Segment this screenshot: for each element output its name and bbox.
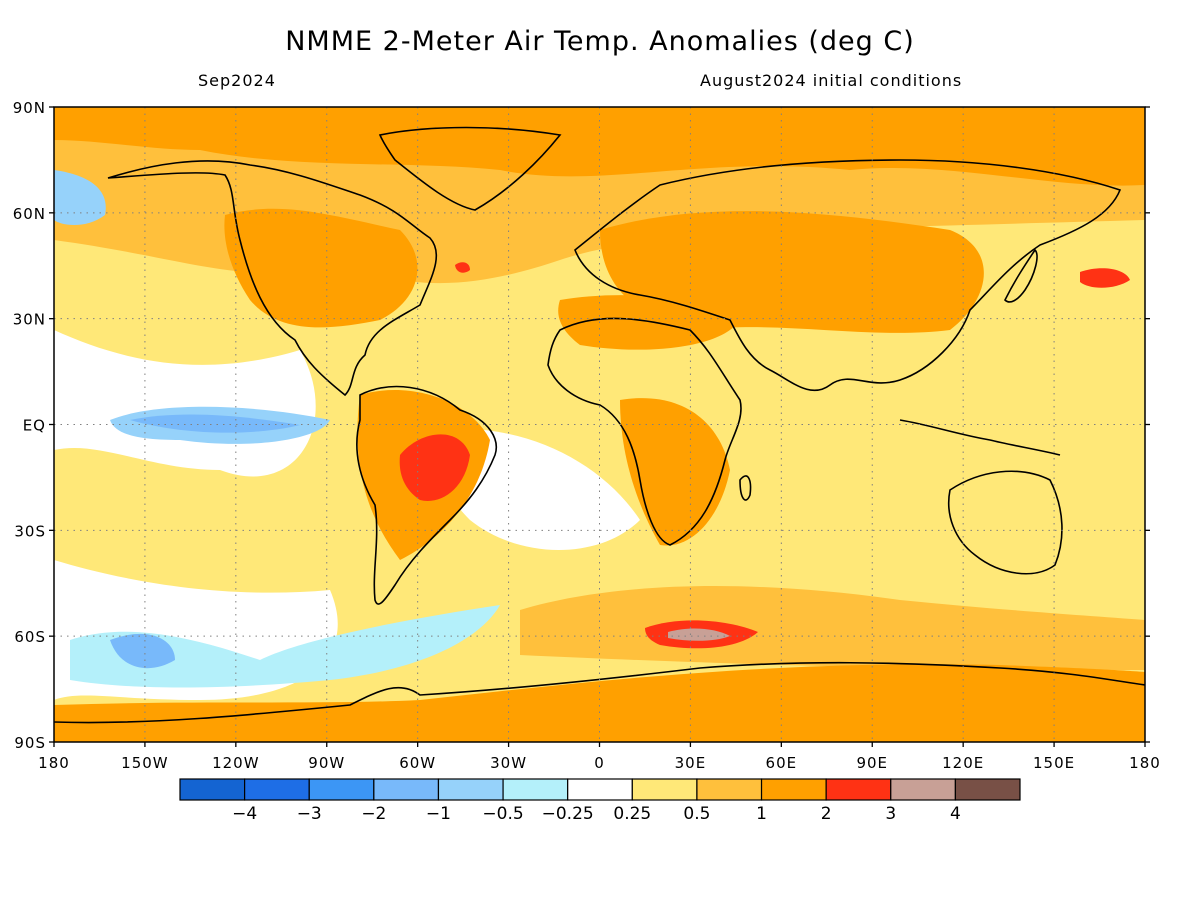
lon-label: 60W: [399, 754, 436, 772]
lon-label: 120E: [942, 754, 984, 772]
colorbar-tick-label: −2: [361, 804, 386, 824]
colorbar-swatch: [373, 778, 440, 801]
colorbar-swatch: [502, 778, 569, 801]
colorbar-swatch: [890, 778, 956, 801]
colorbar-swatch: [244, 778, 310, 801]
coastline-eurasia: [574, 159, 1122, 392]
lat-label: 30S: [14, 522, 46, 540]
colorbar-tick-label: 0.25: [613, 804, 651, 824]
lon-label: 0: [594, 754, 605, 772]
longitude-labels: 180 150W 120W 90W 60W 30W 0 30E 60E 90E 120E 150E 18…: [38, 754, 1161, 772]
colorbar-swatch: [567, 778, 633, 801]
lat-label: 60S: [14, 628, 46, 646]
colorbar-swatch: [631, 778, 698, 801]
lon-label: 90W: [308, 754, 345, 772]
lat-label: 30N: [13, 311, 46, 329]
latitude-labels: 90N 60N 30N EQ 30S 60S 90S: [13, 99, 46, 752]
colorbar-tick-label: 1: [756, 804, 767, 824]
colorbar-tick-label: 0.5: [683, 804, 710, 824]
coastline-south-america: [356, 385, 497, 605]
colorbar: [179, 778, 1021, 801]
colorbar-swatch: [760, 778, 827, 801]
colorbar-swatch: [696, 778, 763, 801]
colorbar-swatch: [437, 778, 504, 801]
colorbar-labels: −4 −3 −2 −1 −0.5 −0.25 0.25 0.5 1 2 3 4: [232, 804, 961, 824]
coastline-greenland: [378, 126, 562, 211]
colorbar-tick-label: −1: [426, 804, 451, 824]
colorbar-swatch: [954, 778, 1021, 801]
lon-label: 150W: [121, 754, 168, 772]
colorbar-swatch: [825, 778, 892, 801]
lon-label: 180: [38, 754, 70, 772]
colorbar-tick-label: −4: [232, 804, 257, 824]
coastline-japan: [1004, 248, 1038, 303]
colorbar-tick-label: −0.5: [482, 804, 523, 824]
coastline-africa: [547, 317, 742, 546]
colorbar-tick-label: −3: [297, 804, 322, 824]
axis-ticks: [49, 106, 1150, 747]
lon-label: 180: [1129, 754, 1161, 772]
lon-label: 30E: [675, 754, 707, 772]
lat-label: EQ: [23, 417, 46, 435]
coastline-north-america: [107, 160, 438, 397]
lon-label: 60E: [766, 754, 798, 772]
lon-label: 90E: [856, 754, 888, 772]
lat-label: 90N: [13, 99, 46, 117]
map-title: NMME 2-Meter Air Temp. Anomalies (deg C): [285, 26, 915, 57]
valid-month-label: Sep2024: [198, 71, 276, 90]
lon-label: 120W: [212, 754, 259, 772]
coastline-madagascar: [739, 475, 752, 501]
lat-label: 60N: [13, 205, 46, 223]
coastline-indonesia: [899, 419, 1061, 456]
colorbar-swatch: [308, 778, 375, 801]
colorbar-tick-label: 4: [950, 804, 961, 824]
lon-label: 30W: [490, 754, 527, 772]
lat-label: 90S: [14, 734, 46, 752]
colorbar-swatch: [179, 778, 246, 801]
coastlines: [54, 126, 1145, 724]
colorbar-tick-label: 2: [821, 804, 832, 824]
init-conditions-label: August2024 initial conditions: [700, 71, 963, 90]
lon-label: 150E: [1033, 754, 1075, 772]
coastline-antarctica: [54, 661, 1145, 724]
colorbar-tick-label: −0.25: [542, 804, 594, 824]
colorbar-tick-label: 3: [885, 804, 896, 824]
